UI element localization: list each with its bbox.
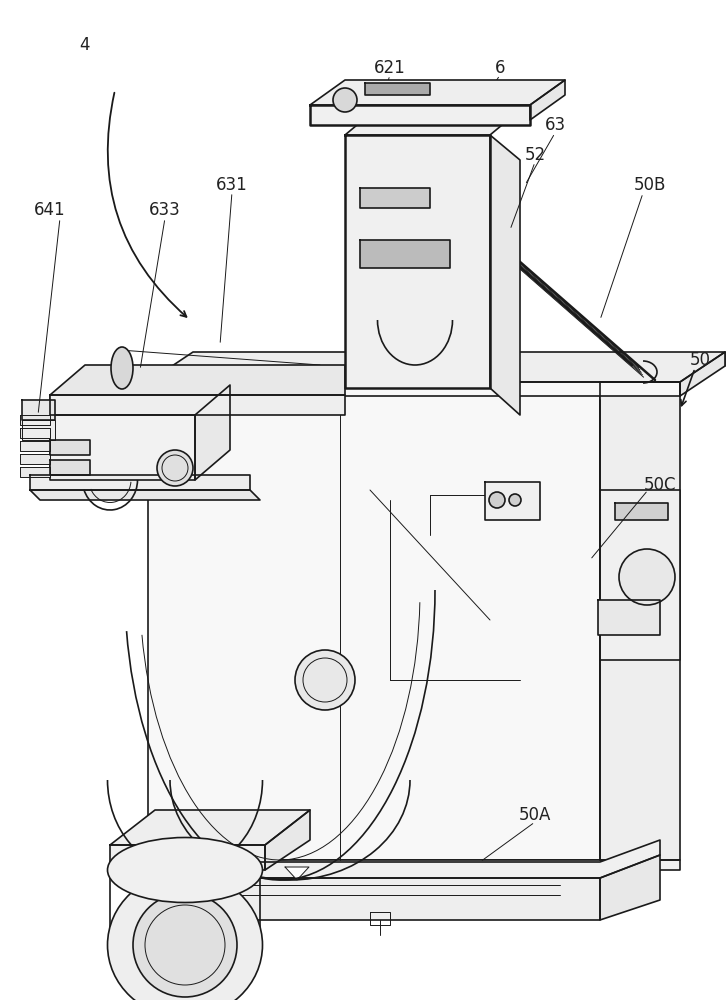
Ellipse shape [111,347,133,389]
Polygon shape [20,415,50,425]
Text: 621: 621 [374,59,406,77]
Ellipse shape [108,872,263,1000]
Polygon shape [148,352,725,382]
Polygon shape [615,503,668,520]
Polygon shape [22,400,55,420]
Polygon shape [600,382,680,860]
Polygon shape [265,810,310,870]
Polygon shape [110,810,310,845]
Polygon shape [110,845,265,870]
Polygon shape [345,110,520,135]
Polygon shape [30,490,260,500]
Polygon shape [30,475,250,490]
Text: 4: 4 [80,36,90,54]
Text: 50A: 50A [519,806,551,824]
Polygon shape [148,878,600,920]
Text: 631: 631 [216,176,248,194]
Polygon shape [50,365,345,395]
Circle shape [619,549,675,605]
Polygon shape [360,188,430,208]
Polygon shape [148,840,660,878]
Polygon shape [50,395,345,415]
Text: 50B: 50B [634,176,666,194]
Polygon shape [485,482,540,520]
Text: 633: 633 [149,201,181,219]
Polygon shape [360,240,450,268]
Polygon shape [20,454,50,464]
Text: 63: 63 [545,116,566,134]
Circle shape [157,450,193,486]
Polygon shape [345,135,490,388]
Text: 641: 641 [34,201,66,219]
Polygon shape [600,855,660,920]
Polygon shape [195,385,230,480]
Polygon shape [598,600,660,635]
Polygon shape [22,420,55,440]
Circle shape [133,893,237,997]
Polygon shape [148,382,680,396]
Polygon shape [20,441,50,451]
Text: 50: 50 [689,351,711,369]
Circle shape [333,88,357,112]
Polygon shape [680,352,725,396]
Polygon shape [365,83,430,95]
Polygon shape [310,105,530,125]
Text: 6: 6 [495,59,505,77]
Ellipse shape [108,838,263,902]
Circle shape [509,494,521,506]
Polygon shape [20,428,50,438]
Text: 52: 52 [524,146,545,164]
Polygon shape [600,490,680,660]
Polygon shape [148,382,600,860]
Polygon shape [310,80,565,105]
Polygon shape [285,867,309,880]
Text: 50C: 50C [644,476,676,494]
Polygon shape [530,80,565,120]
Circle shape [489,492,505,508]
Polygon shape [490,135,520,415]
Polygon shape [50,460,90,475]
Polygon shape [50,440,90,455]
Polygon shape [20,467,50,477]
Polygon shape [148,860,680,870]
Polygon shape [50,415,195,480]
Circle shape [295,650,355,710]
